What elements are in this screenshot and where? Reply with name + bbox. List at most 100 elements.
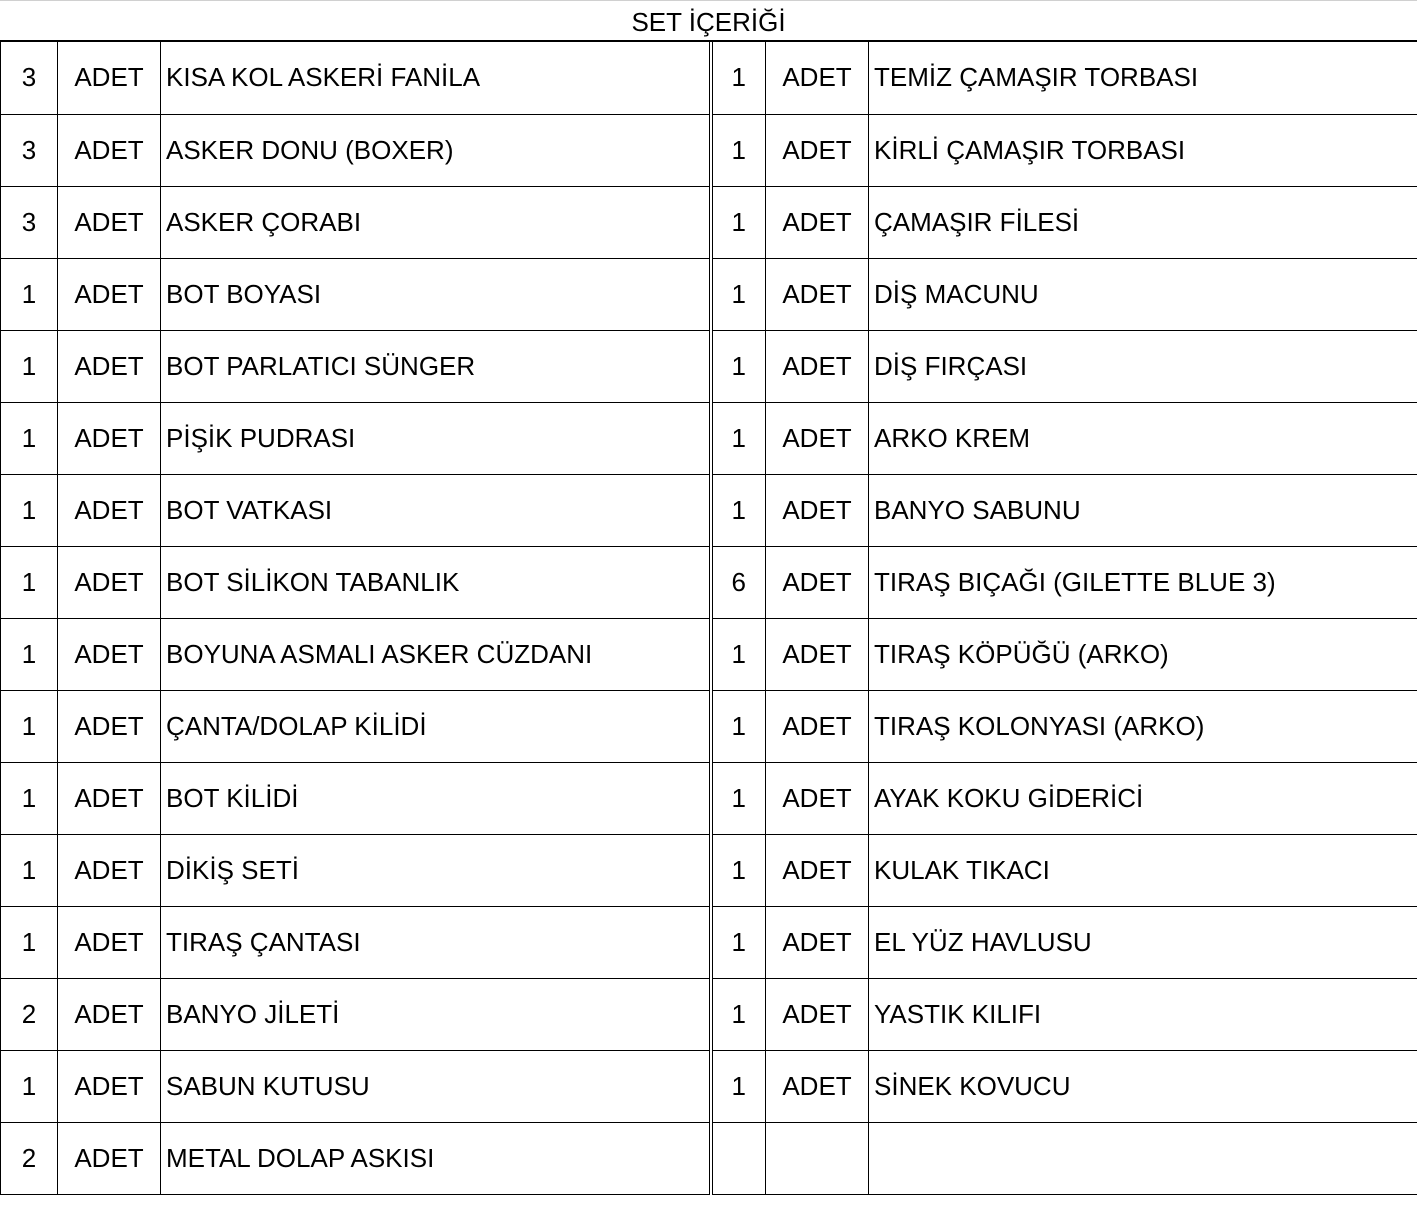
table-row: 1 ADET BOT VATKASI 1 ADET BANYO SABUNU [0, 473, 1417, 547]
quantity-cell: 1 [0, 329, 58, 403]
quantity-cell: 1 [710, 761, 766, 835]
unit-cell: ADET [57, 1049, 161, 1123]
unit-cell: ADET [765, 905, 869, 979]
table-row: 1 ADET BOT PARLATICI SÜNGER 1 ADET DİŞ FIRÇAS… [0, 329, 1417, 403]
unit-cell: ADET [765, 977, 869, 1051]
quantity-cell: 1 [0, 545, 58, 619]
item-name-cell: PİŞİK PUDRASI [160, 401, 713, 475]
quantity-cell: 1 [0, 761, 58, 835]
unit-cell: ADET [57, 545, 161, 619]
item-name-cell: TIRAŞ KÖPÜĞÜ (ARKO) [868, 617, 1417, 691]
item-name-cell: TEMİZ ÇAMAŞIR TORBASI [868, 42, 1417, 115]
unit-cell: ADET [765, 42, 869, 115]
item-name-cell: ÇANTA/DOLAP KİLİDİ [160, 689, 713, 763]
item-name-cell: AYAK KOKU GİDERİCİ [868, 761, 1417, 835]
unit-cell: ADET [57, 617, 161, 691]
item-name-cell: ARKO KREM [868, 401, 1417, 475]
item-name-cell: DİKİŞ SETİ [160, 833, 713, 907]
set-contents-title: SET İÇERİĞİ [0, 0, 1417, 42]
quantity-cell: 1 [710, 617, 766, 691]
quantity-cell: 1 [710, 905, 766, 979]
item-name-cell: YASTIK KILIFI [868, 977, 1417, 1051]
unit-cell: ADET [57, 42, 161, 115]
item-name-cell: ÇAMAŞIR FİLESİ [868, 185, 1417, 259]
unit-cell: ADET [765, 329, 869, 403]
unit-cell: ADET [57, 113, 161, 187]
item-name-cell: EL YÜZ HAVLUSU [868, 905, 1417, 979]
unit-cell: ADET [57, 185, 161, 259]
quantity-cell: 1 [710, 185, 766, 259]
item-name-cell: METAL DOLAP ASKISI [160, 1121, 713, 1195]
item-name-cell: DİŞ FIRÇASI [868, 329, 1417, 403]
table-row: 1 ADET DİKİŞ SETİ 1 ADET KULAK TIKACI [0, 833, 1417, 907]
unit-cell: ADET [57, 329, 161, 403]
item-name-cell: ASKER ÇORABI [160, 185, 713, 259]
quantity-cell: 1 [0, 689, 58, 763]
table-row: 1 ADET TIRAŞ ÇANTASI 1 ADET EL YÜZ HAVLUSU [0, 905, 1417, 979]
item-name-cell: DİŞ MACUNU [868, 257, 1417, 331]
quantity-cell: 1 [0, 473, 58, 547]
quantity-cell: 1 [0, 401, 58, 475]
unit-cell: ADET [765, 617, 869, 691]
unit-cell [765, 1121, 869, 1195]
item-name-cell: TIRAŞ ÇANTASI [160, 905, 713, 979]
unit-cell: ADET [57, 905, 161, 979]
item-name-cell: SİNEK KOVUCU [868, 1049, 1417, 1123]
item-name-cell: BANYO SABUNU [868, 473, 1417, 547]
quantity-cell: 1 [0, 1049, 58, 1123]
table-row: 2 ADET METAL DOLAP ASKISI [0, 1121, 1417, 1195]
quantity-cell: 1 [710, 401, 766, 475]
unit-cell: ADET [57, 473, 161, 547]
table-row: 3 ADET KISA KOL ASKERİ FANİLA 1 ADET TEMİZ ÇA… [0, 42, 1417, 115]
item-name-cell: BOT PARLATICI SÜNGER [160, 329, 713, 403]
item-name-cell: BOT SİLİKON TABANLIK [160, 545, 713, 619]
unit-cell: ADET [57, 833, 161, 907]
unit-cell: ADET [765, 689, 869, 763]
unit-cell: ADET [765, 1049, 869, 1123]
table-row: 1 ADET PİŞİK PUDRASI 1 ADET ARKO KREM [0, 401, 1417, 475]
table-row: 3 ADET ASKER ÇORABI 1 ADET ÇAMAŞIR FİLESİ [0, 185, 1417, 259]
unit-cell: ADET [765, 185, 869, 259]
unit-cell: ADET [57, 689, 161, 763]
quantity-cell: 1 [710, 257, 766, 331]
table-row: 2 ADET BANYO JİLETİ 1 ADET YASTIK KILIFI [0, 977, 1417, 1051]
quantity-cell: 6 [710, 545, 766, 619]
unit-cell: ADET [765, 401, 869, 475]
quantity-cell: 2 [0, 977, 58, 1051]
unit-cell: ADET [57, 257, 161, 331]
unit-cell: ADET [765, 113, 869, 187]
quantity-cell: 1 [710, 689, 766, 763]
table-row: 1 ADET BOYUNA ASMALI ASKER CÜZDANI 1 ADET TIR… [0, 617, 1417, 691]
item-name-cell: BOT BOYASI [160, 257, 713, 331]
set-contents-table: 3 ADET KISA KOL ASKERİ FANİLA 1 ADET TEMİZ ÇA… [0, 42, 1417, 1195]
table-row: 1 ADET ÇANTA/DOLAP KİLİDİ 1 ADET TIRAŞ KOLONY… [0, 689, 1417, 763]
quantity-cell: 1 [710, 473, 766, 547]
quantity-cell: 3 [0, 113, 58, 187]
unit-cell: ADET [765, 545, 869, 619]
quantity-cell: 2 [0, 1121, 58, 1195]
table-row: 1 ADET BOT SİLİKON TABANLIK 6 ADET TIRAŞ BIÇA… [0, 545, 1417, 619]
item-name-cell: KULAK TIKACI [868, 833, 1417, 907]
quantity-cell: 1 [0, 257, 58, 331]
table-row: 3 ADET ASKER DONU (BOXER) 1 ADET KİRLİ ÇAMAŞI… [0, 113, 1417, 187]
table-row: 1 ADET BOT BOYASI 1 ADET DİŞ MACUNU [0, 257, 1417, 331]
item-name-cell: SABUN KUTUSU [160, 1049, 713, 1123]
quantity-cell: 1 [0, 833, 58, 907]
quantity-cell: 1 [710, 113, 766, 187]
quantity-cell: 3 [0, 42, 58, 115]
table-row: 1 ADET SABUN KUTUSU 1 ADET SİNEK KOVUCU [0, 1049, 1417, 1123]
item-name-cell: BANYO JİLETİ [160, 977, 713, 1051]
item-name-cell [868, 1121, 1417, 1195]
table-row: 1 ADET BOT KİLİDİ 1 ADET AYAK KOKU GİDERİCİ [0, 761, 1417, 835]
quantity-cell: 1 [710, 833, 766, 907]
item-name-cell: TIRAŞ BIÇAĞI (GILETTE BLUE 3) [868, 545, 1417, 619]
unit-cell: ADET [57, 977, 161, 1051]
quantity-cell: 1 [710, 977, 766, 1051]
unit-cell: ADET [57, 401, 161, 475]
item-name-cell: TIRAŞ KOLONYASI (ARKO) [868, 689, 1417, 763]
unit-cell: ADET [765, 833, 869, 907]
quantity-cell: 1 [710, 329, 766, 403]
unit-cell: ADET [765, 257, 869, 331]
quantity-cell [710, 1121, 766, 1195]
item-name-cell: KISA KOL ASKERİ FANİLA [160, 42, 713, 115]
